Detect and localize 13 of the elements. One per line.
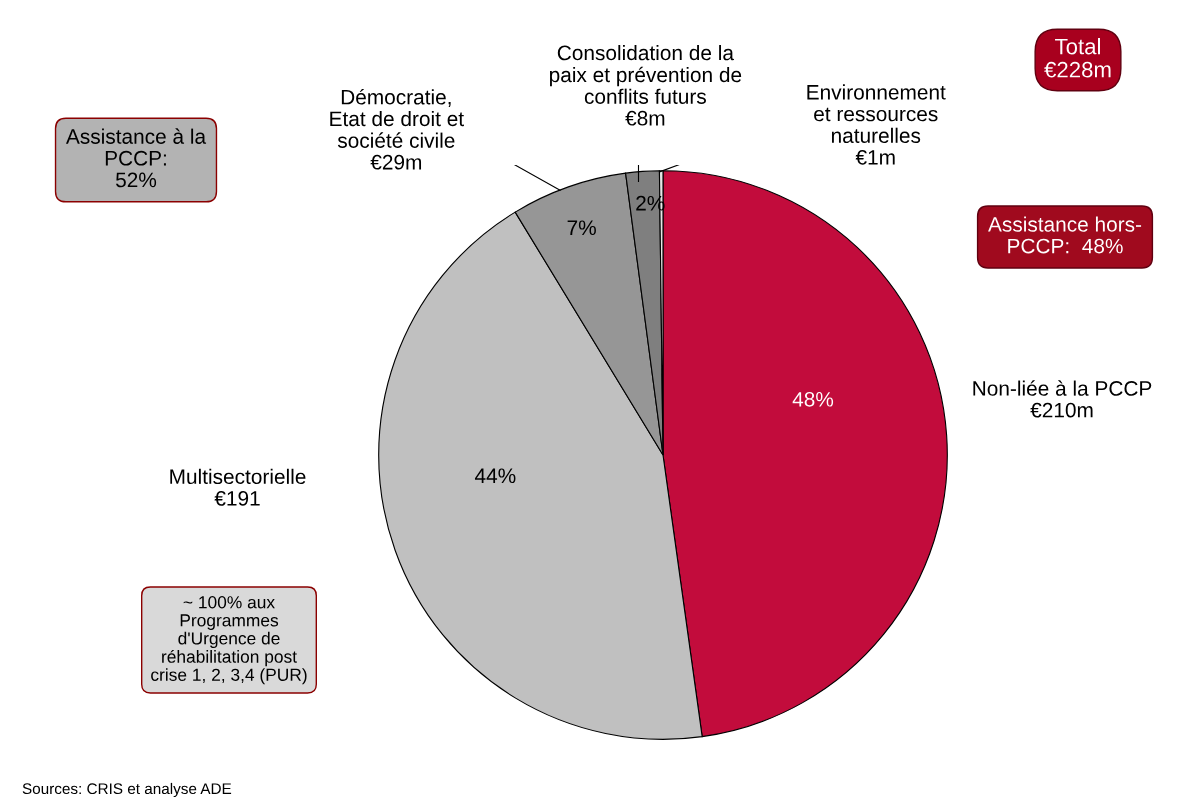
text: Assistance à la PCCP: 52% <box>65 128 207 188</box>
data-label: 7% <box>567 220 596 236</box>
slice-label: Non-liée à la PCCP €210m <box>973 380 1152 418</box>
slice-label: Démocratie, Etat de droit et société civile €29m <box>330 88 464 170</box>
text: Assistance hors- PCCP: 48% <box>988 216 1142 254</box>
source-note: Sources: CRIS et analyse ADE <box>22 782 232 798</box>
data-label: 44% <box>474 468 516 484</box>
slice-label: Multisectorielle €191 <box>170 468 306 506</box>
data-label: 48% <box>792 391 834 407</box>
slice-label: Consolidation de la paix et prévention de conflits futurs €8m <box>549 44 742 126</box>
text: ~ 100% aux Programmes d'Urgence de réhabilitation post crise 1, 2, 3,4 (PUR) <box>151 596 307 685</box>
slice-label: Environnement et ressources naturelles €1m <box>807 84 946 165</box>
text: Total €228m <box>1044 38 1111 78</box>
